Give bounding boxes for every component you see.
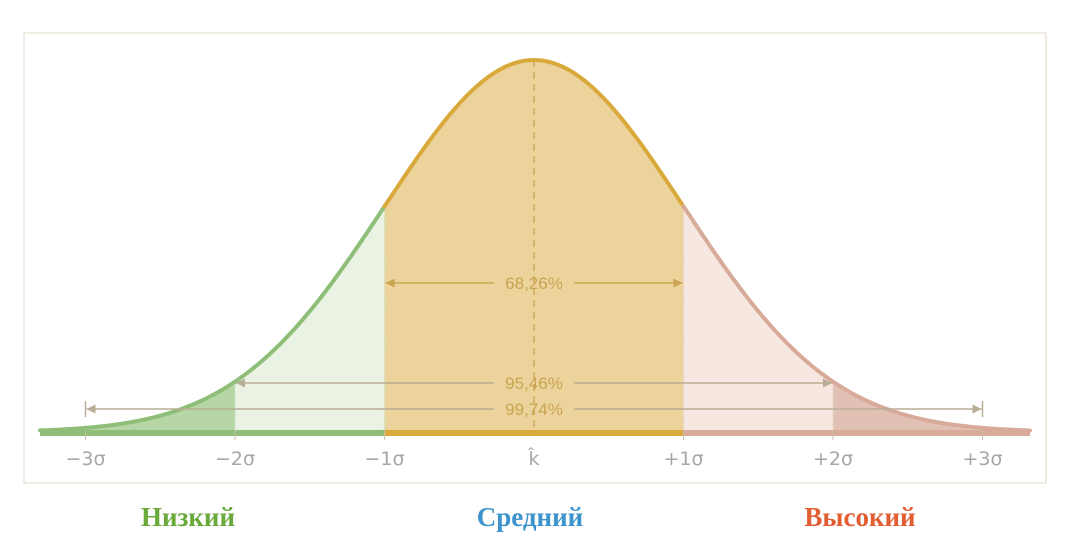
axis-tick-labels: −3σ −2σ −1σ k̂ +1σ +2σ +3σ — [65, 430, 1003, 470]
level-label-low: Низкий — [141, 502, 235, 532]
curve-low-segment — [38, 204, 387, 433]
interval-label-1sigma: 68,26% — [505, 274, 563, 293]
interval-arrowhead — [673, 278, 683, 288]
level-label-high: Высокий — [804, 502, 915, 532]
interval-label-3sigma: 99,74% — [505, 400, 563, 419]
curve-mid-segment — [382, 58, 686, 209]
tick-label: k̂ — [528, 448, 540, 470]
sigma-guide-lines — [234, 60, 834, 432]
tick-label: +1σ — [663, 448, 703, 470]
interval-brackets: 68,26% 95,46% 99,74% — [84, 274, 984, 419]
tick-label: +3σ — [962, 448, 1002, 470]
distribution-curve — [38, 58, 1032, 433]
level-label-mid: Средний — [477, 502, 583, 532]
interval-label-2sigma: 95,46% — [505, 374, 563, 393]
fill-high-outer — [833, 381, 1030, 432]
curve-high-segment — [681, 204, 1032, 433]
interval-arrowhead — [236, 378, 245, 388]
interval-arrowhead — [972, 404, 982, 414]
fill-low-outer — [40, 381, 235, 432]
interval-arrowhead — [86, 404, 96, 414]
interval-arrowhead — [385, 278, 395, 288]
tick-label: −2σ — [215, 448, 255, 470]
tick-label: −1σ — [364, 448, 404, 470]
tick-label: +2σ — [813, 448, 853, 470]
tick-label: −3σ — [65, 448, 105, 470]
interval-arrowhead — [823, 378, 832, 388]
